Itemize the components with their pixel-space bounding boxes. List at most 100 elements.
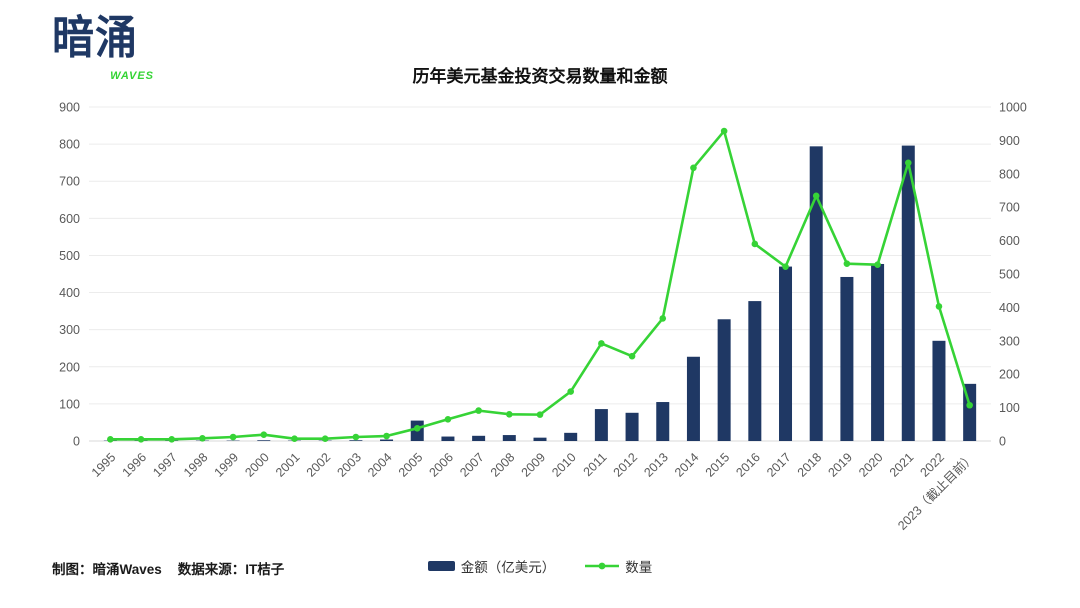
x-axis-label-2014: 2014 [672, 450, 702, 480]
bar-2000 [257, 440, 271, 441]
right-axis-tick-1000: 1000 [999, 101, 1027, 115]
point-2021 [904, 159, 912, 167]
chart-legend: 金额（亿美元） 数量 [0, 556, 1080, 576]
x-axis-label-2001: 2001 [273, 450, 303, 480]
bar-2013 [656, 402, 670, 441]
left-axis-tick-300: 300 [59, 323, 80, 337]
bar-2019 [840, 276, 854, 441]
x-axis-label-2007: 2007 [457, 450, 487, 480]
point-2002 [321, 435, 329, 442]
bar-2007 [472, 435, 486, 441]
bar-2008 [502, 435, 516, 441]
count-line-swatch-icon [585, 562, 620, 570]
point-1999 [229, 433, 237, 441]
x-axis-label-1998: 1998 [181, 450, 211, 480]
x-axis-label-2018: 2018 [795, 450, 825, 480]
right-axis-tick-400: 400 [999, 301, 1020, 315]
footer-source: 数据来源：IT桔子 [177, 562, 285, 577]
x-axis-label-2020: 2020 [856, 450, 886, 480]
brand-logo: 暗涌 WAVES [52, 10, 153, 82]
x-axis-label-1996: 1996 [120, 450, 150, 480]
point-2023（截止目前） [966, 401, 973, 409]
left-axis-tick-100: 100 [59, 397, 80, 411]
point-2022 [935, 303, 943, 310]
point-2020 [874, 261, 881, 268]
left-axis-tick-900: 900 [59, 101, 80, 115]
point-2016 [751, 240, 759, 248]
point-2015 [720, 127, 728, 135]
x-axis-label-2010: 2010 [549, 450, 579, 480]
chart-canvas: 0 100 200 300 400 500 600 700 800 900 0 100 200 300 40… [59, 101, 1027, 533]
left-axis-tick-200: 200 [59, 360, 80, 374]
point-2004 [383, 432, 390, 440]
bar-2021 [901, 145, 915, 441]
x-axis-label-2017: 2017 [764, 450, 794, 480]
bar-2015 [717, 319, 731, 441]
bar-2022 [932, 340, 946, 441]
point-2012 [628, 352, 636, 360]
right-axis-tick-800: 800 [999, 167, 1020, 181]
point-2018 [812, 192, 820, 200]
left-axis-tick-0: 0 [73, 435, 80, 449]
x-axis-label-2021: 2021 [887, 450, 917, 480]
footer: 制图：暗涌Waves 数据来源：IT桔子 [52, 558, 284, 578]
x-axis-label-2006: 2006 [426, 450, 456, 480]
point-1995 [107, 436, 114, 443]
left-axis-tick-600: 600 [59, 212, 80, 226]
point-1998 [199, 435, 206, 442]
bar-2011 [594, 409, 608, 441]
x-axis-label-2004: 2004 [365, 450, 395, 480]
bar-2017 [779, 266, 793, 441]
x-axis-label-2009: 2009 [519, 450, 549, 480]
legend-count-label: 数量 [625, 560, 653, 575]
legend-line-dot [598, 562, 606, 570]
point-2000 [260, 431, 268, 438]
right-axis-tick-500: 500 [999, 268, 1020, 282]
bar-2009 [533, 437, 547, 441]
right-axis-tick-300: 300 [999, 334, 1020, 348]
x-axis-label-2011: 2011 [581, 450, 610, 479]
point-2008 [506, 410, 513, 418]
x-axis-label-2008: 2008 [488, 450, 518, 480]
x-axis-label-2015: 2015 [703, 450, 733, 480]
bar-2018 [809, 146, 823, 441]
right-axis-tick-600: 600 [999, 234, 1020, 248]
point-2013 [659, 315, 667, 322]
point-2010 [567, 388, 574, 395]
x-axis-label-2005: 2005 [396, 450, 426, 480]
right-axis-tick-700: 700 [999, 201, 1020, 215]
footer-credit: 制图：暗涌Waves [52, 562, 162, 577]
point-2014 [690, 164, 697, 172]
left-axis-tick-700: 700 [59, 175, 80, 189]
x-axis-label-2019: 2019 [825, 450, 855, 480]
point-1996 [137, 436, 145, 443]
point-2019 [843, 260, 851, 267]
bar-2016 [748, 301, 762, 441]
point-2006 [444, 415, 452, 423]
right-axis-tick-900: 900 [999, 134, 1020, 148]
chart-title: 历年美元基金投资交易数量和金额 [412, 67, 668, 86]
x-axis-label-1995: 1995 [89, 450, 119, 480]
right-axis-tick-0: 0 [999, 435, 1006, 449]
right-axis-tick-200: 200 [999, 368, 1020, 382]
point-2003 [352, 433, 360, 441]
right-axis-tick-100: 100 [999, 401, 1020, 415]
bar-2010 [564, 432, 578, 441]
x-axis-label-2012: 2012 [611, 450, 641, 480]
x-axis-label-1997: 1997 [150, 450, 180, 480]
left-axis-tick-800: 800 [59, 138, 80, 152]
x-axis-label-2016: 2016 [733, 450, 763, 480]
brand-logo-waves-text: WAVES [110, 70, 154, 82]
left-axis-tick-400: 400 [59, 286, 80, 300]
left-axis-tick-500: 500 [59, 249, 80, 263]
x-axis-label-1999: 1999 [212, 450, 242, 480]
bar-2006 [441, 436, 455, 441]
amount-bar-swatch-icon [427, 561, 455, 571]
x-axis-label-2000: 2000 [242, 450, 272, 480]
bar-2012 [625, 412, 639, 441]
point-2011 [598, 340, 605, 347]
legend-amount-label: 金额（亿美元） [460, 560, 556, 575]
point-2007 [475, 407, 482, 414]
x-axis-label-2003: 2003 [334, 450, 364, 480]
bar-2003 [349, 440, 363, 441]
